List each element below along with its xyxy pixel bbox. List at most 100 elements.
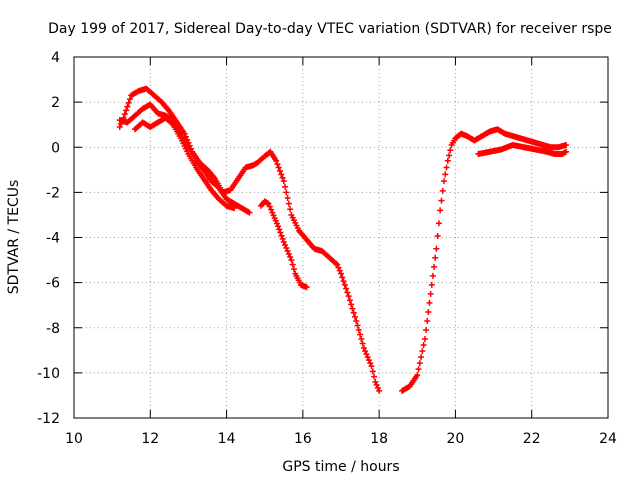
data-point (231, 205, 238, 212)
data-point (276, 167, 283, 174)
data-point (285, 251, 292, 258)
data-point (367, 360, 374, 367)
series-track-6 (475, 141, 570, 158)
x-tick-label: 18 (370, 431, 388, 447)
y-tick-label: -10 (37, 366, 60, 382)
data-point (346, 297, 353, 304)
data-point (339, 274, 346, 281)
data-point (344, 289, 351, 296)
chart-title: Day 199 of 2017, Sidereal Day-to-day VTE… (48, 21, 612, 37)
data-point (563, 141, 570, 148)
data-point (358, 336, 365, 343)
data-point (368, 363, 375, 370)
data-point (334, 261, 341, 268)
data-point (265, 200, 272, 207)
data-point (354, 322, 361, 329)
series-track-5 (399, 126, 570, 394)
x-tick-label: 22 (523, 431, 541, 447)
y-axis-label: SDTVAR / TECUs (6, 180, 22, 295)
x-tick-label: 20 (447, 431, 465, 447)
x-tick-label: 12 (141, 431, 159, 447)
data-point (279, 174, 286, 181)
data-point (280, 178, 287, 185)
data-point (335, 264, 342, 271)
y-tick-label: -4 (46, 231, 60, 247)
data-point (279, 235, 286, 242)
y-tick-label: -12 (37, 411, 60, 427)
data-point (437, 207, 444, 214)
data-point (282, 183, 289, 190)
x-tick-label: 10 (65, 431, 83, 447)
data-point (283, 189, 290, 196)
data-point (428, 281, 435, 288)
data-point (289, 261, 296, 268)
series-track-4 (257, 198, 310, 291)
data-point (121, 111, 128, 118)
y-tick-label: 2 (51, 95, 60, 111)
data-point (443, 164, 450, 171)
data-point (287, 254, 294, 261)
data-point (280, 239, 287, 246)
data-point (432, 254, 439, 261)
data-point (418, 354, 425, 361)
data-point (275, 164, 282, 171)
data-point (126, 96, 133, 103)
data-point (273, 157, 280, 164)
data-point (288, 257, 295, 264)
data-point (287, 206, 294, 213)
data-point (421, 336, 428, 343)
data-point (440, 178, 447, 185)
data-point (371, 373, 378, 380)
data-point (362, 348, 369, 355)
data-point (427, 290, 434, 297)
data-point (374, 384, 381, 391)
data-point (349, 305, 356, 312)
y-tick-label: 4 (51, 50, 60, 66)
data-point (360, 345, 367, 352)
data-point (416, 360, 423, 367)
data-point (268, 206, 275, 213)
data-point (353, 317, 360, 324)
data-point (123, 107, 130, 114)
y-tick-label: -6 (46, 276, 60, 292)
data-point (363, 351, 370, 358)
data-point (444, 157, 451, 164)
data-point (442, 171, 449, 178)
data-point (376, 387, 383, 394)
data-point (348, 301, 355, 308)
data-point (276, 226, 283, 233)
x-tick-label: 16 (294, 431, 312, 447)
data-point (446, 152, 453, 159)
data-point (373, 381, 380, 388)
data-point (303, 284, 310, 291)
y-tick-label: -2 (46, 185, 60, 201)
series-track-2 (116, 101, 253, 216)
data-point (423, 327, 430, 334)
x-tick-label: 24 (599, 431, 617, 447)
data-point (341, 281, 348, 288)
x-tick-label: 14 (218, 431, 236, 447)
series-track-3 (132, 114, 238, 212)
data-point (125, 99, 132, 106)
x-axis: 10 12 14 16 18 20 22 24 (65, 57, 617, 447)
data-point (355, 327, 362, 334)
data-point (359, 340, 366, 347)
data-point (369, 368, 376, 375)
data-point (246, 209, 253, 216)
data-point (275, 223, 282, 230)
data-point (290, 266, 297, 273)
data-point (340, 278, 347, 285)
data-point (438, 197, 445, 204)
series-track-1 (116, 85, 383, 394)
data-point (351, 313, 358, 320)
data-point (372, 378, 379, 385)
data-point (365, 357, 372, 364)
data-point (429, 272, 436, 279)
y-tick-label: 0 (51, 140, 60, 156)
data-point (563, 148, 570, 155)
data-point (278, 232, 285, 239)
data-point (433, 245, 440, 252)
data-points (116, 85, 570, 394)
data-point (424, 317, 431, 324)
